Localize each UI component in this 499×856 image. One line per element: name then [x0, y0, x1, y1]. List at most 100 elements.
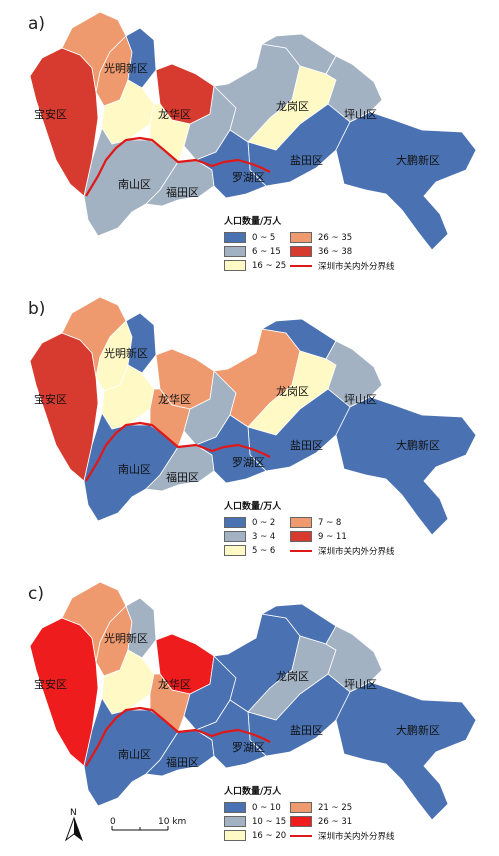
- district-label-luohu: 罗湖区: [232, 171, 265, 184]
- scale-start-label: 0: [110, 817, 116, 827]
- legend-label: 6 ~ 15: [252, 246, 281, 257]
- legend-title: 人口数量/万人: [224, 502, 282, 512]
- legend-boundary-label: 深圳市关内外分界线: [318, 262, 395, 272]
- legend-item: 26 ~ 35: [290, 232, 352, 243]
- legend-swatch: [224, 531, 246, 542]
- legend-swatch: [224, 545, 246, 556]
- region-ps: [325, 55, 383, 123]
- region-ps: [325, 340, 383, 408]
- district-label-baoan: 宝安区: [34, 107, 67, 121]
- panel-letter: a): [28, 14, 46, 34]
- region-gm-e: [125, 597, 157, 659]
- region-gm-e: [125, 312, 157, 374]
- legend-swatch: [224, 830, 246, 841]
- north-arrow: N: [62, 806, 86, 842]
- legend-label: 0 ~ 5: [252, 232, 276, 243]
- region-lh-c: [149, 673, 191, 733]
- district-label-nanshan: 南山区: [118, 463, 151, 476]
- legend-item-boundary: 深圳市关内外分界线: [290, 260, 395, 272]
- district-label-longhua: 龙华区: [158, 677, 191, 691]
- district-label-yantian: 盐田区: [290, 439, 323, 452]
- legend-item: 0 ~ 5: [224, 232, 275, 243]
- legend-item: 0 ~ 2: [224, 517, 275, 528]
- legend-swatch: [224, 246, 246, 257]
- region-lh-c: [149, 388, 191, 448]
- legend-label: 0 ~ 10: [252, 802, 281, 813]
- north-label: N: [70, 808, 77, 818]
- legend-boundary-label: 深圳市关内外分界线: [318, 547, 395, 557]
- district-label-nanshan: 南山区: [118, 178, 151, 191]
- inner-outer-boundary-line: [85, 706, 271, 767]
- legend-label: 26 ~ 31: [318, 816, 353, 827]
- legend-label: 0 ~ 2: [252, 517, 276, 528]
- region-ps: [325, 625, 383, 693]
- legend-item: 9 ~ 11: [290, 531, 347, 542]
- region-lh-c: [149, 103, 191, 163]
- district-label-guangming: 光明新区: [104, 61, 148, 75]
- district-label-dapeng: 大鹏新区: [396, 723, 440, 737]
- district-label-longgang: 龙岗区: [276, 100, 309, 113]
- district-label-longgang: 龙岗区: [276, 385, 309, 398]
- legend-label: 36 ~ 38: [318, 246, 353, 257]
- region-lu: [195, 129, 267, 199]
- legend-item: 10 ~ 15: [224, 816, 286, 827]
- district-label-longhua: 龙华区: [158, 107, 191, 121]
- legend-swatch: [290, 531, 312, 542]
- legend-swatch: [290, 802, 312, 813]
- legend-item: 16 ~ 20: [224, 830, 286, 841]
- legend-swatch: [224, 802, 246, 813]
- district-label-nanshan: 南山区: [118, 748, 151, 761]
- district-label-luohu: 罗湖区: [232, 741, 265, 754]
- legend-item: 3 ~ 4: [224, 531, 275, 542]
- district-label-futian: 福田区: [166, 470, 199, 484]
- legend-item: 6 ~ 15: [224, 246, 281, 257]
- legend-label: 7 ~ 8: [318, 517, 342, 528]
- legend-item: 21 ~ 25: [290, 802, 352, 813]
- district-label-longgang: 龙岗区: [276, 670, 309, 683]
- legend-title: 人口数量/万人: [224, 787, 282, 797]
- legend-item: 0 ~ 10: [224, 802, 281, 813]
- district-label-guangming: 光明新区: [104, 346, 148, 360]
- legend-title: 人口数量/万人: [224, 217, 282, 227]
- legend-label: 16 ~ 25: [252, 260, 287, 271]
- region-baoan-w: [29, 47, 99, 197]
- region-lu: [195, 414, 267, 484]
- legend-swatch: [224, 816, 246, 827]
- region-dp: [335, 111, 477, 251]
- region-dp: [335, 681, 477, 821]
- panel-letter: b): [28, 299, 46, 319]
- scale-end-label: 10 km: [158, 817, 186, 827]
- district-label-pingshan: 坪山区: [344, 108, 377, 121]
- legend-item: 26 ~ 31: [290, 816, 352, 827]
- district-label-dapeng: 大鹏新区: [396, 438, 440, 452]
- legend-line-swatch: [290, 265, 312, 267]
- district-label-futian: 福田区: [166, 185, 199, 199]
- legend-item-boundary: 深圳市关内外分界线: [290, 830, 395, 842]
- district-label-futian: 福田区: [166, 755, 199, 769]
- district-label-baoan: 宝安区: [34, 677, 67, 691]
- region-baoan-w: [29, 332, 99, 482]
- district-label-yantian: 盐田区: [290, 724, 323, 737]
- district-label-yantian: 盐田区: [290, 154, 323, 167]
- panel-letter: c): [28, 584, 44, 604]
- region-dp: [335, 396, 477, 536]
- legend-swatch: [224, 232, 246, 243]
- legend-label: 21 ~ 25: [318, 802, 353, 813]
- inner-outer-boundary-line: [85, 136, 271, 197]
- map-panel-2: b) 光明新区 宝安区 龙华区 龙岗区 坪山区 盐田区 大鹏新区 南山区 福田区 罗湖区 人口数量/万…: [0, 285, 499, 570]
- district-label-longhua: 龙华区: [158, 392, 191, 406]
- scale-bar: 0 10 km: [96, 812, 206, 848]
- region-baoan-w: [29, 617, 99, 767]
- district-label-dapeng: 大鹏新区: [396, 153, 440, 167]
- district-label-luohu: 罗湖区: [232, 456, 265, 469]
- district-label-guangming: 光明新区: [104, 631, 148, 645]
- district-label-pingshan: 坪山区: [344, 678, 377, 691]
- north-arrow-icon: N: [64, 808, 84, 842]
- map-panel-1: a) 光明新区宝安区 龙华区 龙岗区坪山区盐田区 大鹏新区南山区福田区 罗湖区人口数量/万…: [0, 0, 499, 285]
- legend-item: 16 ~ 25: [224, 260, 286, 271]
- region-lu: [195, 699, 267, 769]
- legend-boundary-label: 深圳市关内外分界线: [318, 832, 395, 842]
- legend-swatch: [290, 246, 312, 257]
